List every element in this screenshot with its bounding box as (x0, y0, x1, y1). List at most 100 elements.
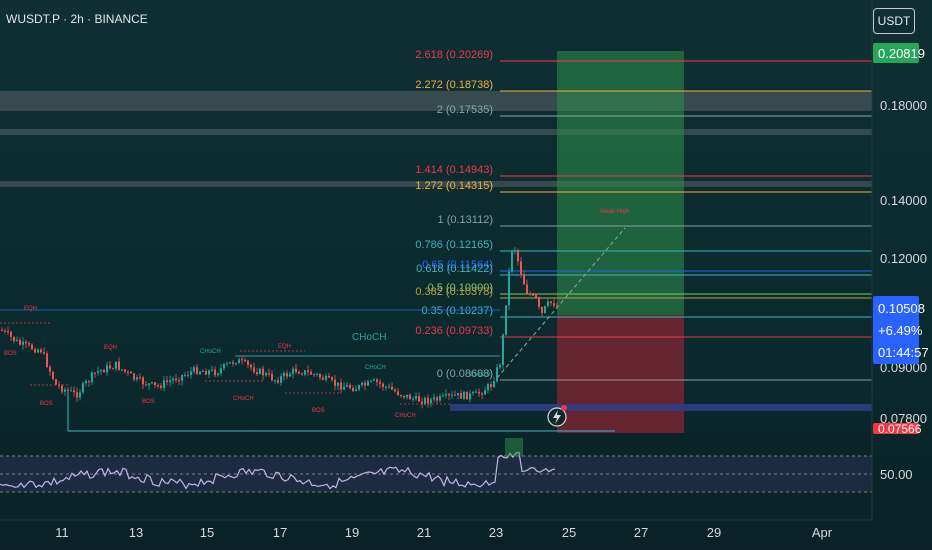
stop-loss-zone[interactable] (557, 315, 684, 433)
candle-body-155 (466, 391, 468, 400)
candle-body-45 (136, 377, 138, 380)
candle-body-183 (550, 301, 552, 304)
candle-body-149 (448, 394, 450, 396)
candle-body-24 (73, 390, 75, 393)
candle-body-152 (457, 392, 459, 396)
candle-body-74 (223, 363, 225, 369)
y-tick-0.078: 0.07800 (880, 411, 927, 426)
candle-body-9 (28, 343, 30, 345)
candle-body-40 (121, 369, 123, 371)
candle-body-88 (265, 373, 267, 376)
candle-body-141 (424, 397, 426, 404)
candle-body-82 (247, 360, 249, 365)
candle-body-31 (94, 372, 96, 374)
candle-body-122 (367, 381, 369, 386)
annotation-choch-9: CHoCH (365, 365, 386, 371)
demand-zone (450, 404, 872, 411)
candle-body-105 (316, 373, 318, 375)
rsi-overbought-fill (505, 438, 523, 456)
candle-body-147 (442, 395, 444, 397)
y-tick-0.18: 0.18000 (880, 98, 927, 113)
candle-body-80 (241, 359, 243, 361)
candle-body-23 (70, 390, 72, 392)
candle-body-51 (154, 382, 156, 386)
candle-body-26 (79, 392, 81, 398)
x-tick-8: 27 (634, 525, 648, 540)
candle-body-128 (385, 386, 387, 388)
candle-body-145 (436, 397, 438, 401)
annotation-choch-11: CHoCH (352, 332, 386, 343)
candle-body-38 (115, 361, 117, 369)
rsi-band (0, 456, 872, 492)
candle-body-12 (37, 349, 39, 353)
candle-body-118 (355, 389, 357, 392)
candle-body-179 (538, 297, 540, 307)
candle-body-114 (343, 386, 345, 390)
candle-body-71 (214, 369, 216, 376)
alert-bolt-icon[interactable] (547, 405, 567, 427)
annotation-eqh-1: EQH (104, 345, 117, 351)
candle-body-66 (199, 371, 201, 375)
candle-body-92 (277, 380, 279, 383)
candle-body-172 (517, 249, 519, 262)
candle-body-124 (373, 379, 375, 381)
candle-body-76 (229, 362, 231, 364)
bottom-price-label: 0.07566 (878, 422, 922, 436)
fib-label-5: 1 (0.13112) (438, 214, 493, 226)
candle-body-77 (232, 362, 234, 364)
candle-body-140 (421, 401, 423, 404)
candle-body-5 (16, 339, 18, 342)
candle-body-108 (325, 376, 327, 380)
structure-annotations: EQH EQH EQH BOS BOS BOS BOS CHoCH CHoCH CHoCH CHoC… (0, 209, 629, 419)
projection-line (496, 227, 626, 379)
candle-body-159 (478, 391, 480, 394)
fib-label-7: 0.65 (0.11564) (422, 259, 493, 271)
candle-body-129 (388, 386, 390, 388)
fib-label-11: 0.35 (0.10237) (421, 305, 493, 317)
candle-body-64 (193, 367, 195, 372)
candle-body-133 (400, 395, 402, 397)
annotation-choch-10: CHoCH (395, 413, 416, 419)
candle-body-67 (202, 370, 204, 372)
candle-body-48 (145, 384, 147, 386)
current-price-label: 0.10508 (878, 301, 925, 316)
candle-body-125 (376, 379, 378, 382)
candle-body-185 (556, 305, 558, 307)
annotation-eqh-2: EQH (278, 344, 291, 350)
candle-body-182 (547, 301, 549, 307)
candle-body-110 (331, 377, 333, 380)
candle-body-160 (481, 393, 483, 395)
candle-body-50 (151, 382, 153, 384)
candle-body-3 (10, 331, 12, 337)
candle-body-112 (337, 382, 339, 386)
candle-body-96 (289, 373, 291, 377)
y-tick-0.12: 0.12000 (880, 251, 927, 266)
candle-body-103 (310, 371, 312, 375)
candle-body-86 (259, 368, 261, 375)
candle-body-169 (508, 271, 510, 306)
candle-body-91 (274, 380, 276, 382)
currency-unit-button[interactable]: USDT (873, 8, 915, 34)
candle-body-28 (85, 381, 87, 384)
x-axis: 11 13 15 17 19 21 23 25 27 29 Apr (55, 525, 833, 540)
annotation-bos-4: BOS (142, 399, 155, 405)
x-tick-9: 29 (707, 525, 721, 540)
candle-body-70 (211, 369, 213, 371)
candle-body-4 (13, 336, 15, 342)
candle-body-29 (88, 381, 90, 383)
candle-body-36 (109, 365, 111, 369)
candle-body-164 (493, 381, 495, 388)
candle-body-1 (4, 330, 6, 332)
candle-body-101 (304, 370, 306, 375)
fib-labels: 2.618 (0.20269) 2.272 (0.18738) 2 (0.17535… (415, 49, 493, 380)
candle-body-63 (190, 371, 192, 376)
candle-body-73 (220, 368, 222, 374)
candle-body-0 (1, 330, 3, 331)
candle-body-154 (463, 391, 465, 399)
candle-body-14 (43, 352, 45, 354)
candle-body-27 (82, 383, 84, 393)
candle-body-44 (133, 373, 135, 380)
candle-body-83 (250, 364, 252, 368)
candle-body-126 (379, 381, 381, 384)
